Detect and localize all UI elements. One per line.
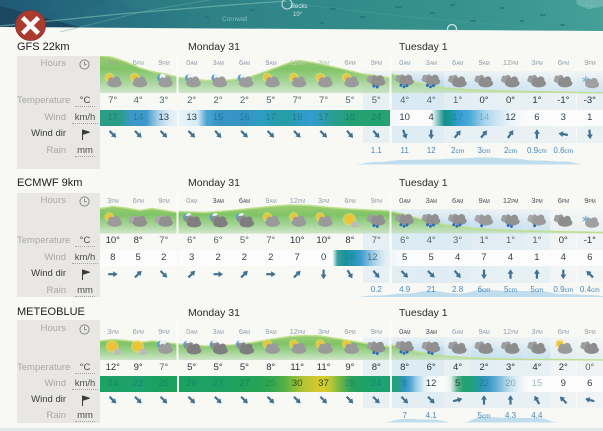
svg-text:12: 12 [586, 5, 593, 11]
svg-text:*: * [484, 224, 487, 230]
svg-text:10°: 10° [293, 12, 303, 18]
svg-text:Becks: Becks [291, 4, 307, 10]
svg-text:*: * [537, 224, 540, 230]
svg-text:Cornwall: Cornwall [222, 16, 248, 23]
